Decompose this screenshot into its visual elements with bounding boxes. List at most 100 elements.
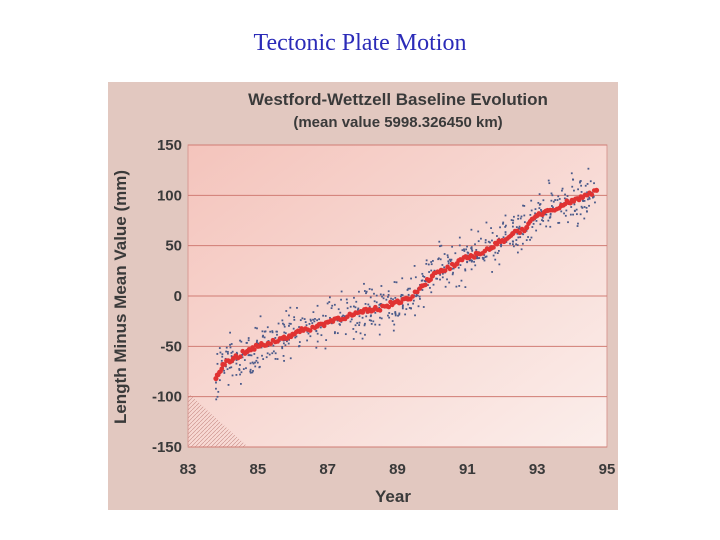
observation-point bbox=[284, 332, 287, 335]
observation-point bbox=[231, 350, 234, 353]
observation-point bbox=[334, 331, 336, 334]
observation-point bbox=[440, 244, 443, 247]
observation-point bbox=[430, 291, 433, 294]
observation-point bbox=[447, 260, 450, 263]
observation-point bbox=[367, 303, 370, 306]
observation-point bbox=[424, 280, 427, 283]
observation-point bbox=[512, 245, 515, 248]
observation-point bbox=[235, 351, 238, 354]
observation-point bbox=[561, 189, 563, 192]
observation-point bbox=[512, 240, 515, 243]
observation-point bbox=[282, 339, 285, 342]
observation-point bbox=[448, 281, 451, 284]
observation-point bbox=[570, 172, 573, 175]
observation-point bbox=[401, 294, 404, 297]
observation-point bbox=[258, 366, 261, 369]
y-tick-label: 0 bbox=[174, 288, 182, 305]
observation-point bbox=[256, 327, 258, 330]
observation-point bbox=[328, 301, 331, 303]
observation-point bbox=[308, 322, 311, 325]
observation-point bbox=[394, 297, 397, 299]
observation-point bbox=[251, 361, 254, 364]
observation-point bbox=[581, 199, 584, 201]
observation-point bbox=[281, 345, 284, 348]
observation-point bbox=[439, 278, 441, 281]
observation-point bbox=[517, 214, 520, 217]
observation-point bbox=[542, 220, 545, 222]
observation-point bbox=[530, 199, 533, 202]
observation-point bbox=[344, 333, 347, 336]
observation-point bbox=[231, 374, 234, 377]
observation-point bbox=[541, 216, 544, 219]
observation-point bbox=[216, 362, 219, 365]
observation-point bbox=[276, 358, 279, 360]
observation-point bbox=[474, 243, 476, 246]
observation-point bbox=[227, 352, 229, 355]
observation-point bbox=[401, 307, 404, 310]
observation-point bbox=[482, 257, 485, 260]
observation-point bbox=[230, 343, 233, 345]
observation-point bbox=[548, 182, 551, 185]
observation-point bbox=[393, 281, 396, 283]
trend-point bbox=[377, 308, 383, 313]
observation-point bbox=[354, 324, 357, 327]
observation-point bbox=[476, 255, 479, 258]
trend-point bbox=[589, 192, 595, 197]
observation-point bbox=[535, 220, 538, 222]
observation-point bbox=[549, 216, 552, 218]
observation-point bbox=[538, 207, 541, 209]
observation-point bbox=[540, 208, 542, 211]
observation-point bbox=[223, 372, 226, 374]
observation-point bbox=[333, 303, 336, 306]
observation-point bbox=[477, 240, 480, 243]
observation-point bbox=[476, 257, 479, 260]
observation-point bbox=[470, 248, 473, 250]
observation-point bbox=[560, 210, 563, 213]
trend-point bbox=[423, 282, 428, 288]
observation-point bbox=[517, 217, 520, 220]
observation-point bbox=[461, 249, 464, 252]
observation-point bbox=[225, 350, 228, 353]
observation-point bbox=[363, 282, 365, 285]
observation-point bbox=[443, 253, 446, 255]
observation-point bbox=[420, 279, 423, 282]
observation-point bbox=[400, 293, 403, 296]
observation-point bbox=[433, 269, 436, 272]
observation-point bbox=[238, 368, 241, 370]
trend-point bbox=[219, 366, 225, 372]
observation-point bbox=[459, 264, 462, 267]
observation-point bbox=[505, 224, 507, 227]
observation-point bbox=[484, 241, 487, 244]
observation-point bbox=[375, 301, 378, 304]
observation-point bbox=[496, 252, 499, 255]
observation-point bbox=[414, 314, 416, 317]
observation-point bbox=[458, 244, 461, 247]
observation-point bbox=[271, 330, 274, 333]
observation-point bbox=[470, 268, 473, 271]
observation-point bbox=[423, 276, 426, 278]
observation-point bbox=[276, 330, 278, 333]
baseline-chart: Westford-Wettzell Baseline Evolution (me… bbox=[111, 90, 615, 506]
observation-point bbox=[499, 226, 501, 229]
observation-point bbox=[549, 213, 552, 216]
observation-point bbox=[239, 364, 241, 366]
observation-point bbox=[226, 350, 229, 353]
observation-point bbox=[545, 225, 548, 228]
observation-point bbox=[538, 193, 541, 196]
observation-point bbox=[268, 353, 271, 356]
observation-point bbox=[509, 242, 511, 245]
observation-point bbox=[250, 354, 253, 357]
observation-point bbox=[545, 213, 548, 216]
observation-point bbox=[577, 188, 579, 191]
observation-point bbox=[447, 256, 449, 259]
observation-point bbox=[392, 298, 394, 301]
observation-point bbox=[393, 323, 396, 326]
observation-point bbox=[516, 244, 519, 246]
observation-point bbox=[272, 344, 275, 347]
trend-point bbox=[386, 304, 392, 310]
observation-point bbox=[421, 289, 424, 291]
observation-point bbox=[240, 371, 243, 374]
observation-point bbox=[368, 305, 371, 308]
observation-point bbox=[579, 180, 582, 182]
observation-point bbox=[441, 272, 444, 275]
